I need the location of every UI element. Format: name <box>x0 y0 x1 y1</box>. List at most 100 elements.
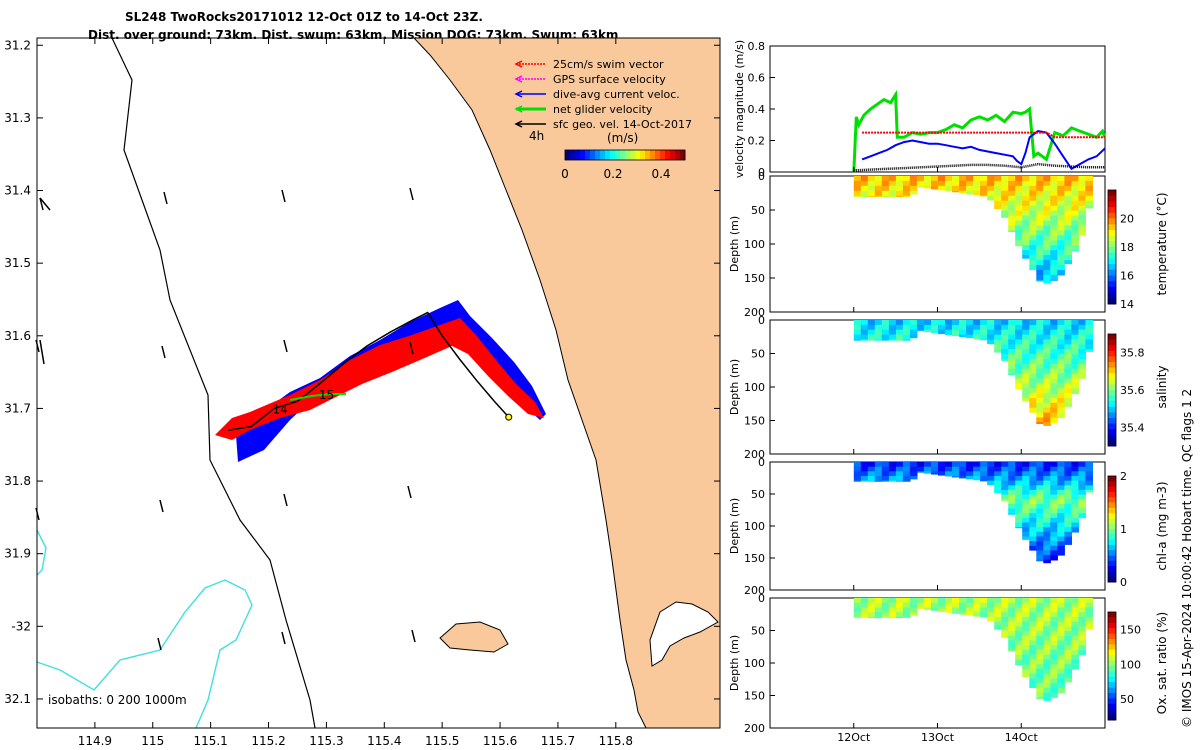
section-data-cell <box>874 329 883 336</box>
section-data-cell <box>1078 480 1086 486</box>
section-data-cell <box>1036 687 1044 694</box>
section-data-cell <box>1071 240 1079 246</box>
map-colorbar-tick-label: 0 <box>561 167 569 181</box>
section-data-cell <box>1071 334 1079 341</box>
section-data-cell <box>1043 462 1051 468</box>
section-data-cell <box>1022 466 1030 472</box>
legend-label: net glider velocity <box>553 103 653 116</box>
section-data-cell <box>1064 517 1072 524</box>
section-data-cell <box>1050 527 1058 533</box>
section-data-cell <box>973 190 981 196</box>
section-data-cell <box>1050 363 1058 370</box>
map-axes-frame <box>36 37 721 729</box>
legend-label: GPS surface velocity <box>553 73 666 86</box>
section-data-cell <box>1015 602 1023 608</box>
section-data-cell <box>895 462 904 468</box>
section-data-cell <box>895 598 904 604</box>
section-data-cell <box>1050 398 1058 404</box>
legend-label: sfc geo. vel. 14-Oct-2017 <box>553 118 692 131</box>
section-data-cell <box>924 329 932 333</box>
section-data-cell <box>1029 329 1037 336</box>
section-data-cell <box>1015 334 1023 341</box>
section-data-cell <box>973 320 981 326</box>
section-data-cell <box>1008 640 1016 646</box>
section-data-cell <box>1071 205 1079 212</box>
section-data-cell <box>987 195 995 201</box>
section-y-axis-label: Depth (m) <box>728 635 741 691</box>
section-data-cell <box>860 176 869 182</box>
section-data-cell <box>867 476 876 482</box>
section-data-cell <box>1078 200 1086 207</box>
section-data-cell <box>1057 462 1065 468</box>
section-data-cell <box>1043 522 1051 528</box>
section-data-cell <box>1057 230 1065 236</box>
section-data-cell <box>853 476 862 482</box>
section-data-cell <box>1022 668 1030 675</box>
section-data-cell <box>1036 339 1044 345</box>
section-colorbar-cell <box>1108 644 1116 651</box>
section-data-cell <box>1064 220 1072 226</box>
section-data-cell <box>1071 607 1079 613</box>
section-data-cell <box>938 607 946 612</box>
section-data-cell <box>1029 489 1037 496</box>
section-data-cell <box>994 471 1002 477</box>
section-data-cell <box>1050 635 1058 642</box>
section-colorbar-cell <box>1108 491 1116 498</box>
section-colorbar-cell <box>1108 241 1116 248</box>
section-data-cell <box>881 462 890 468</box>
section-data-cell <box>1057 616 1065 623</box>
section-y-tick-label: 50 <box>751 348 765 361</box>
section-data-cell <box>1001 485 1009 491</box>
section-data-cell <box>1057 329 1065 336</box>
section-data-cell <box>1001 499 1009 502</box>
section-data-cell <box>902 607 911 613</box>
section-data-cell <box>888 185 897 192</box>
section-y-axis-label: Depth (m) <box>728 498 741 554</box>
section-data-cell <box>1001 210 1009 217</box>
section-data-cell <box>1071 503 1079 510</box>
swim-vector-band <box>215 318 544 440</box>
section-data-cell <box>895 329 904 336</box>
section-data-cell <box>1008 210 1016 217</box>
section-data-cell <box>1057 503 1065 510</box>
section-data-cell <box>1029 654 1037 660</box>
section-colorbar-cell <box>1108 497 1116 503</box>
section-data-cell <box>945 602 953 608</box>
section-data-cell <box>1015 354 1023 360</box>
section-data-cell <box>853 190 862 197</box>
section-colorbar-cell <box>1108 617 1116 624</box>
glider-track <box>227 311 510 431</box>
section-data-cell <box>966 185 974 192</box>
section-data-cell <box>1043 598 1051 604</box>
section-data-cell <box>874 185 883 192</box>
section-data-cell <box>1057 631 1065 637</box>
section-data-cell <box>1036 559 1044 562</box>
section-data-cell <box>1022 602 1030 608</box>
section-data-cell <box>1015 359 1023 365</box>
section-data-cell <box>895 334 904 341</box>
section-data-cell <box>1001 494 1009 500</box>
section-data-cell <box>1022 176 1030 182</box>
section-data-cell <box>1029 683 1037 688</box>
section-data-cell <box>952 598 960 604</box>
section-data-cell <box>1022 398 1030 402</box>
section-data-cell <box>938 329 946 335</box>
section-data-cell <box>1036 344 1044 350</box>
section-data-cell <box>1036 195 1044 202</box>
section-data-cell <box>945 466 953 472</box>
section-data-cell <box>1036 373 1044 380</box>
section-data-cell <box>1029 359 1037 365</box>
section-data-cell <box>1078 645 1086 651</box>
section-data-cell <box>1043 200 1051 207</box>
section-data-cell <box>1022 255 1030 259</box>
legend-label: dive-avg current veloc. <box>553 88 680 101</box>
section-data-cell <box>888 466 897 472</box>
section-data-cell <box>1001 602 1009 608</box>
map-colorbar-cell <box>675 150 681 160</box>
map-colorbar-cell <box>590 150 596 160</box>
map-y-tick-label: 31.6 <box>4 329 31 343</box>
section-y-tick-label: 0 <box>758 592 765 605</box>
time-axis-tick-label: 12Oct <box>837 731 871 744</box>
section-colorbar-cell <box>1108 612 1116 618</box>
section-data-cell <box>1050 499 1058 505</box>
